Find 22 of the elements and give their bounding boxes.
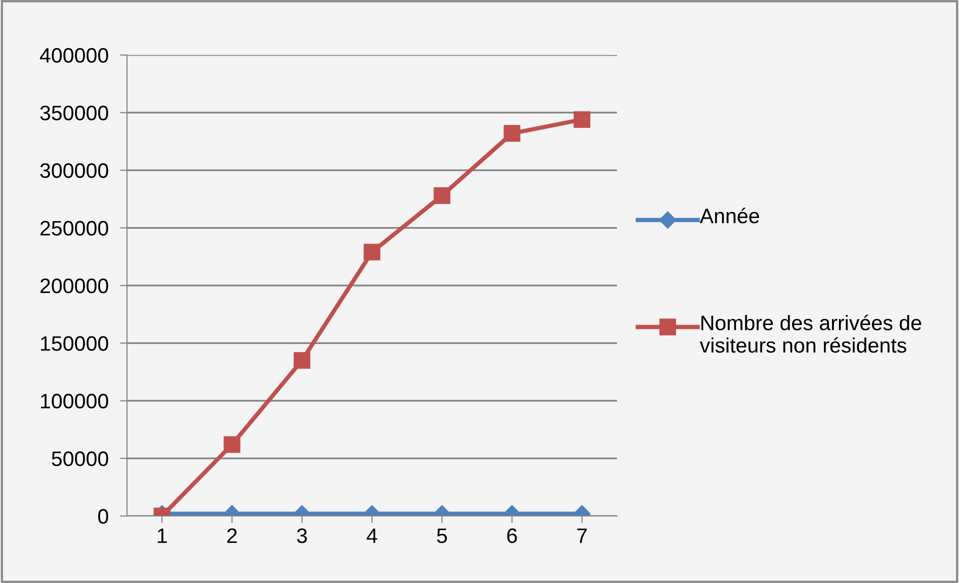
y-tick-label: 200000 [40, 278, 108, 294]
x-tick-label: 4 [366, 528, 378, 543]
y-tick-label: 150000 [41, 336, 108, 351]
y-tick-label: 50000 [52, 451, 108, 466]
y-tick-label: 300000 [40, 163, 108, 178]
y-tick-label: 100000 [41, 394, 108, 409]
point [574, 111, 590, 128]
y-tick-label: 350000 [40, 106, 108, 120]
x-tick-label: 2 [227, 528, 237, 543]
y-tick-label: 400000 [40, 48, 108, 63]
x-tick-label: 6 [507, 528, 517, 544]
legend-label: Année [700, 208, 760, 224]
legend-label: Nombre des arrivées de visiteurs non résidents [700, 314, 922, 353]
y-tick-label: 0 [98, 509, 108, 524]
point [364, 244, 380, 260]
point [434, 187, 450, 204]
x-tick-label: 1 [158, 528, 167, 543]
x-tick-label: 7 [577, 528, 587, 543]
x-tick-label: 3 [297, 528, 307, 544]
point [504, 125, 520, 142]
y-tick-label: 250000 [40, 220, 108, 236]
x-tick-label: 5 [437, 528, 447, 544]
